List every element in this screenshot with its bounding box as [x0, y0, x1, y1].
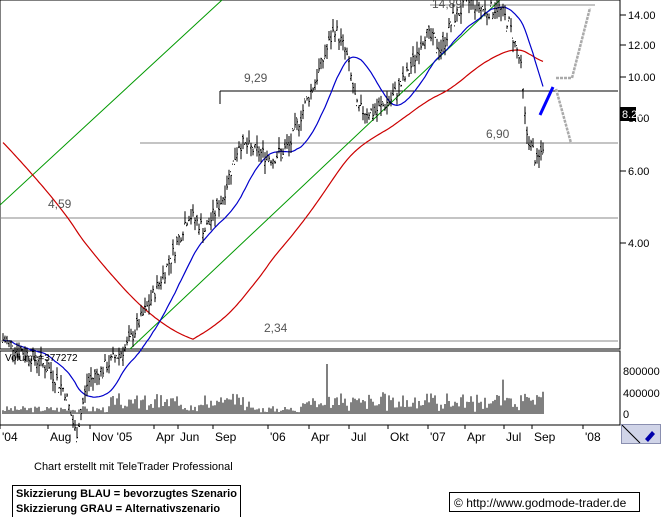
- scenario-legend: Skizzierung BLAU = bevorzugtes Szenario …: [12, 485, 241, 517]
- time-axis: '04 Aug Nov '05 Apr Jun Sep '06 Apr Jul Okt '07 Apr…: [0, 425, 601, 444]
- x-tick-label: '06: [270, 430, 286, 444]
- x-tick-label: Apr: [311, 430, 330, 444]
- level-labels: 14,89 9,29 6,90 4,59 2,34: [48, 0, 510, 335]
- x-tick-label: Sep: [215, 430, 237, 444]
- scenario-grey-sketch: [554, 7, 592, 144]
- level-label-1: 9,29: [244, 71, 268, 85]
- stock-chart: 14,899,296,904,592,34 14.0012.0010.008.0…: [0, 0, 660, 444]
- moving-average-slow: [2, 49, 544, 340]
- horizontal-levels: [0, 4, 618, 342]
- volume-panel-frame: [0, 350, 621, 426]
- x-tick-label: Apr: [467, 430, 486, 444]
- x-tick-label: Aug: [50, 430, 71, 444]
- chart-scroll-button[interactable]: [621, 424, 661, 444]
- level-label-4: 2,34: [264, 321, 288, 335]
- price-bars: [2, 0, 544, 443]
- moving-average-fast: [2, 6, 544, 398]
- volume-tick-label: 400000: [623, 388, 660, 400]
- x-tick-label: '08: [585, 430, 601, 444]
- current-price-marker: [620, 107, 636, 121]
- channel-line-upper: [0, 0, 223, 206]
- price-tick-label: 14.00: [628, 10, 656, 22]
- level-label-2: 6,90: [486, 127, 510, 141]
- chart-tool-icon: [645, 431, 655, 442]
- chart-credit: Chart erstellt mit TeleTrader Profession…: [34, 461, 233, 473]
- level-label-3: 4,59: [48, 197, 72, 211]
- x-tick-label: Okt: [390, 430, 409, 444]
- x-tick-label: Sep: [534, 430, 556, 444]
- price-tick-label: 12.00: [628, 40, 656, 52]
- copyright-icon: ©: [454, 496, 463, 510]
- price-tick-label: 10.00: [628, 72, 656, 84]
- x-tick-label: '04: [2, 430, 18, 444]
- x-tick-label: Jul: [506, 430, 521, 444]
- x-tick-label: Nov '05: [92, 430, 133, 444]
- volume-tick-label: 800000: [623, 366, 660, 378]
- current-price-label: 8.20: [622, 109, 643, 121]
- volume-axis: 800000 400000 0: [623, 366, 660, 421]
- x-tick-label: Jun: [180, 430, 199, 444]
- x-tick-label: Jul: [351, 430, 366, 444]
- price-tick-label: 6.00: [628, 166, 649, 178]
- volume-tick-label: 0: [623, 409, 629, 421]
- volume-label: Volume=377272: [5, 353, 78, 364]
- price-panel-frame: [0, 0, 621, 350]
- source-link[interactable]: © http://www.godmode-trader.de: [449, 492, 640, 512]
- x-tick-label: Apr: [156, 430, 175, 444]
- x-tick-label: '07: [430, 430, 446, 444]
- scenario-legend-blue: Skizzierung BLAU = bevorzugtes Szenario: [16, 488, 237, 500]
- source-url: http://www.godmode-trader.de: [466, 496, 627, 510]
- scenario-blue-sketch: [538, 86, 555, 116]
- volume-bars: [2, 364, 544, 414]
- level-label-0: 14,89: [432, 0, 462, 11]
- price-tick-label: 4.00: [628, 238, 649, 250]
- scenario-legend-grey: Skizzierung GRAU = Alternativszenario: [16, 503, 221, 515]
- corner-divider-icon: [621, 424, 641, 444]
